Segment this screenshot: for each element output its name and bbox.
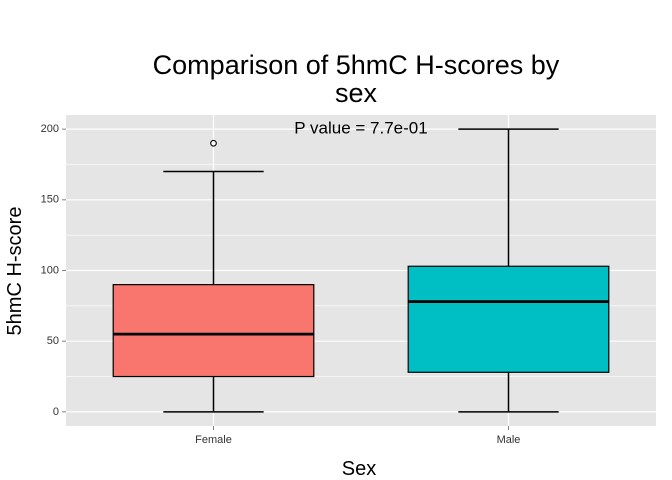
y-tick-label: 0 — [53, 406, 59, 418]
x-axis-title: Sex — [342, 458, 376, 480]
iqr-box — [407, 265, 610, 373]
box-female — [112, 139, 315, 413]
y-tick-label: 100 — [41, 264, 59, 276]
boxes — [112, 128, 610, 413]
y-tick-label: 200 — [41, 123, 59, 135]
x-axis: Female Male — [195, 426, 520, 446]
iqr-box — [112, 284, 315, 378]
y-axis-title: 5hmC H-score — [4, 207, 26, 336]
y-tick-label: 50 — [47, 335, 59, 347]
outlier-point — [210, 139, 217, 147]
x-tick-label: Female — [195, 434, 232, 446]
x-tick-label: Male — [497, 434, 521, 446]
y-axis: 0 50 100 150 200 — [41, 123, 66, 418]
box-male — [407, 128, 610, 413]
chart-title-line-2: sex — [335, 78, 378, 108]
p-value-annotation: P value = 7.7e-01 — [294, 119, 427, 138]
chart-title-line-1: Comparison of 5hmC H-scores by — [153, 50, 560, 80]
y-tick-label: 150 — [41, 194, 59, 206]
